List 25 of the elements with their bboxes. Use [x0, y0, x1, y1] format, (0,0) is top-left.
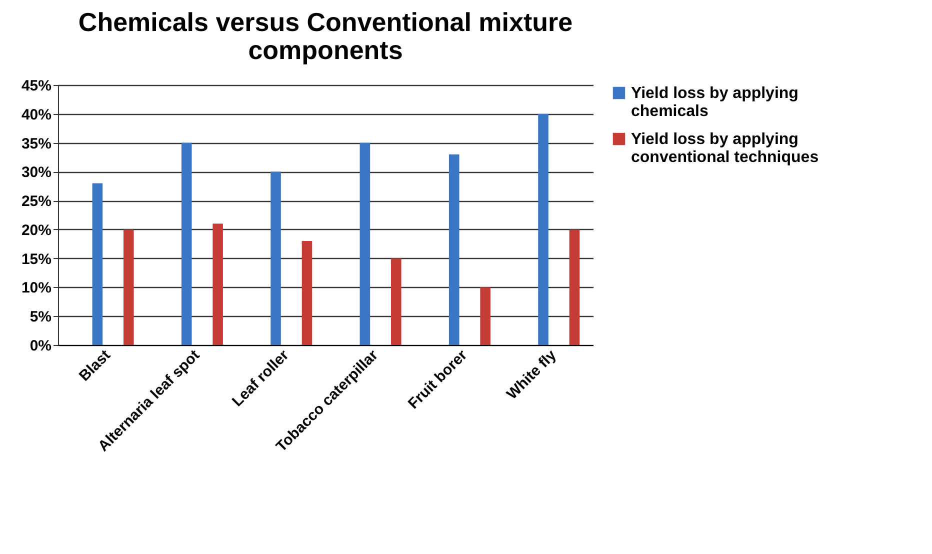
y-tick-label: 40%: [21, 106, 52, 124]
bar: [212, 224, 223, 345]
bar: [123, 229, 134, 345]
bar: [92, 183, 103, 345]
bar: [181, 142, 192, 345]
bar: [569, 229, 580, 345]
legend-label: Yield loss by applying conventional techniques: [631, 131, 819, 166]
bar: [390, 258, 402, 345]
bar: [538, 114, 548, 345]
y-tick-label: 20%: [21, 222, 52, 239]
y-tick-label: 5%: [30, 308, 52, 326]
chart-title: Chemicals versus Conventional mixture components: [78, 7, 573, 65]
y-tick-label: 0%: [30, 338, 52, 354]
y-tick-label: 25%: [21, 193, 52, 210]
bar: [360, 142, 370, 345]
bar: [302, 241, 312, 345]
legend-label: Yield loss by applying chemicals: [631, 85, 798, 120]
bar: [448, 154, 460, 345]
bar: [480, 287, 490, 345]
bar: [270, 172, 281, 345]
y-tick-label: 45%: [21, 78, 52, 94]
y-tick-label: 35%: [21, 135, 52, 152]
y-tick-label: 30%: [21, 164, 52, 182]
y-tick-label: 10%: [21, 280, 52, 297]
y-tick-label: 15%: [21, 250, 52, 268]
